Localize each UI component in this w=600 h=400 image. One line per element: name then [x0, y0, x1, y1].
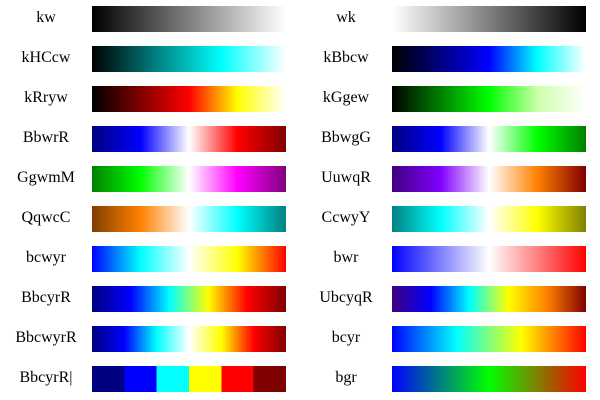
colormap-bar [392, 86, 586, 112]
colormap-bar [92, 6, 286, 32]
colormap-row-right-5: CcwyY [300, 200, 600, 240]
colormap-bar [392, 166, 586, 192]
colormap-label: kHCcw [21, 49, 71, 66]
colormap-bar [392, 246, 586, 272]
colormap-bar [92, 166, 286, 192]
colormap-label: GgwmM [17, 169, 75, 186]
colormap-bar [392, 126, 586, 152]
colormap-label: kBbcw [323, 49, 369, 66]
colormap-bar [92, 126, 286, 152]
colormap-row-right-9: bgr [300, 360, 600, 400]
colormap-label: bcwyr [26, 249, 66, 266]
colormap-bar [392, 46, 586, 72]
colormap-row-left-9: BbcyrR| [0, 360, 300, 400]
colormap-label: BbwgG [321, 129, 371, 146]
colormap-row-right-2: kGgew [300, 80, 600, 120]
colormap-row-left-6: bcwyr [0, 240, 300, 280]
colormap-row-right-8: bcyr [300, 320, 600, 360]
colormap-row-right-7: UbcyqR [300, 280, 600, 320]
colormap-bar [392, 286, 586, 312]
colormap-label: BbcyrR| [19, 369, 73, 386]
colormap-bar [92, 366, 286, 392]
left-column: kw kHCcw kRryw BbwrR GgwmM QqwcC bcwyr BbcyrR Bb… [0, 0, 300, 400]
colormap-row-left-0: kw [0, 0, 300, 40]
colormap-label: bcyr [331, 329, 361, 346]
colormap-row-right-0: wk [300, 0, 600, 40]
colormap-row-right-1: kBbcw [300, 40, 600, 80]
colormap-bar [92, 86, 286, 112]
colormap-label: QqwcC [21, 209, 71, 226]
colormap-row-left-3: BbwrR [0, 120, 300, 160]
colormap-label: BbwrR [22, 129, 70, 146]
colormap-row-left-8: BbcwyrR [0, 320, 300, 360]
colormap-bar [392, 366, 586, 392]
colormap-bar [92, 246, 286, 272]
colormap-row-right-4: UuwqR [300, 160, 600, 200]
colormap-label: kRryw [24, 89, 68, 106]
colormap-bar [392, 6, 586, 32]
colormap-row-left-4: GgwmM [0, 160, 300, 200]
colormap-label: UuwqR [321, 169, 371, 186]
colormap-row-right-3: BbwgG [300, 120, 600, 160]
colormap-bar [92, 326, 286, 352]
colormap-bar [392, 326, 586, 352]
colormap-bar [92, 46, 286, 72]
right-column: wk kBbcw kGgew BbwgG UuwqR CcwyY bwr UbcyqR bcyr… [300, 0, 600, 400]
colormap-label: bwr [333, 249, 359, 266]
colormap-label: CcwyY [321, 209, 371, 226]
colormap-label: UbcyqR [319, 289, 373, 306]
colormap-label: kw [36, 9, 56, 26]
colormap-row-left-1: kHCcw [0, 40, 300, 80]
colormap-label: kGgew [322, 89, 370, 106]
colormap-bar [92, 286, 286, 312]
colormap-bar [92, 206, 286, 232]
colormap-row-left-7: BbcyrR [0, 280, 300, 320]
colormap-label: BbcyrR [21, 289, 71, 306]
colormap-row-left-2: kRryw [0, 80, 300, 120]
colormap-row-left-5: QqwcC [0, 200, 300, 240]
colormap-label: bgr [335, 369, 357, 386]
colormap-label: BbcwyrR [15, 329, 77, 346]
colormap-label: wk [336, 9, 356, 26]
colormap-row-right-6: bwr [300, 240, 600, 280]
colormap-bar [392, 206, 586, 232]
